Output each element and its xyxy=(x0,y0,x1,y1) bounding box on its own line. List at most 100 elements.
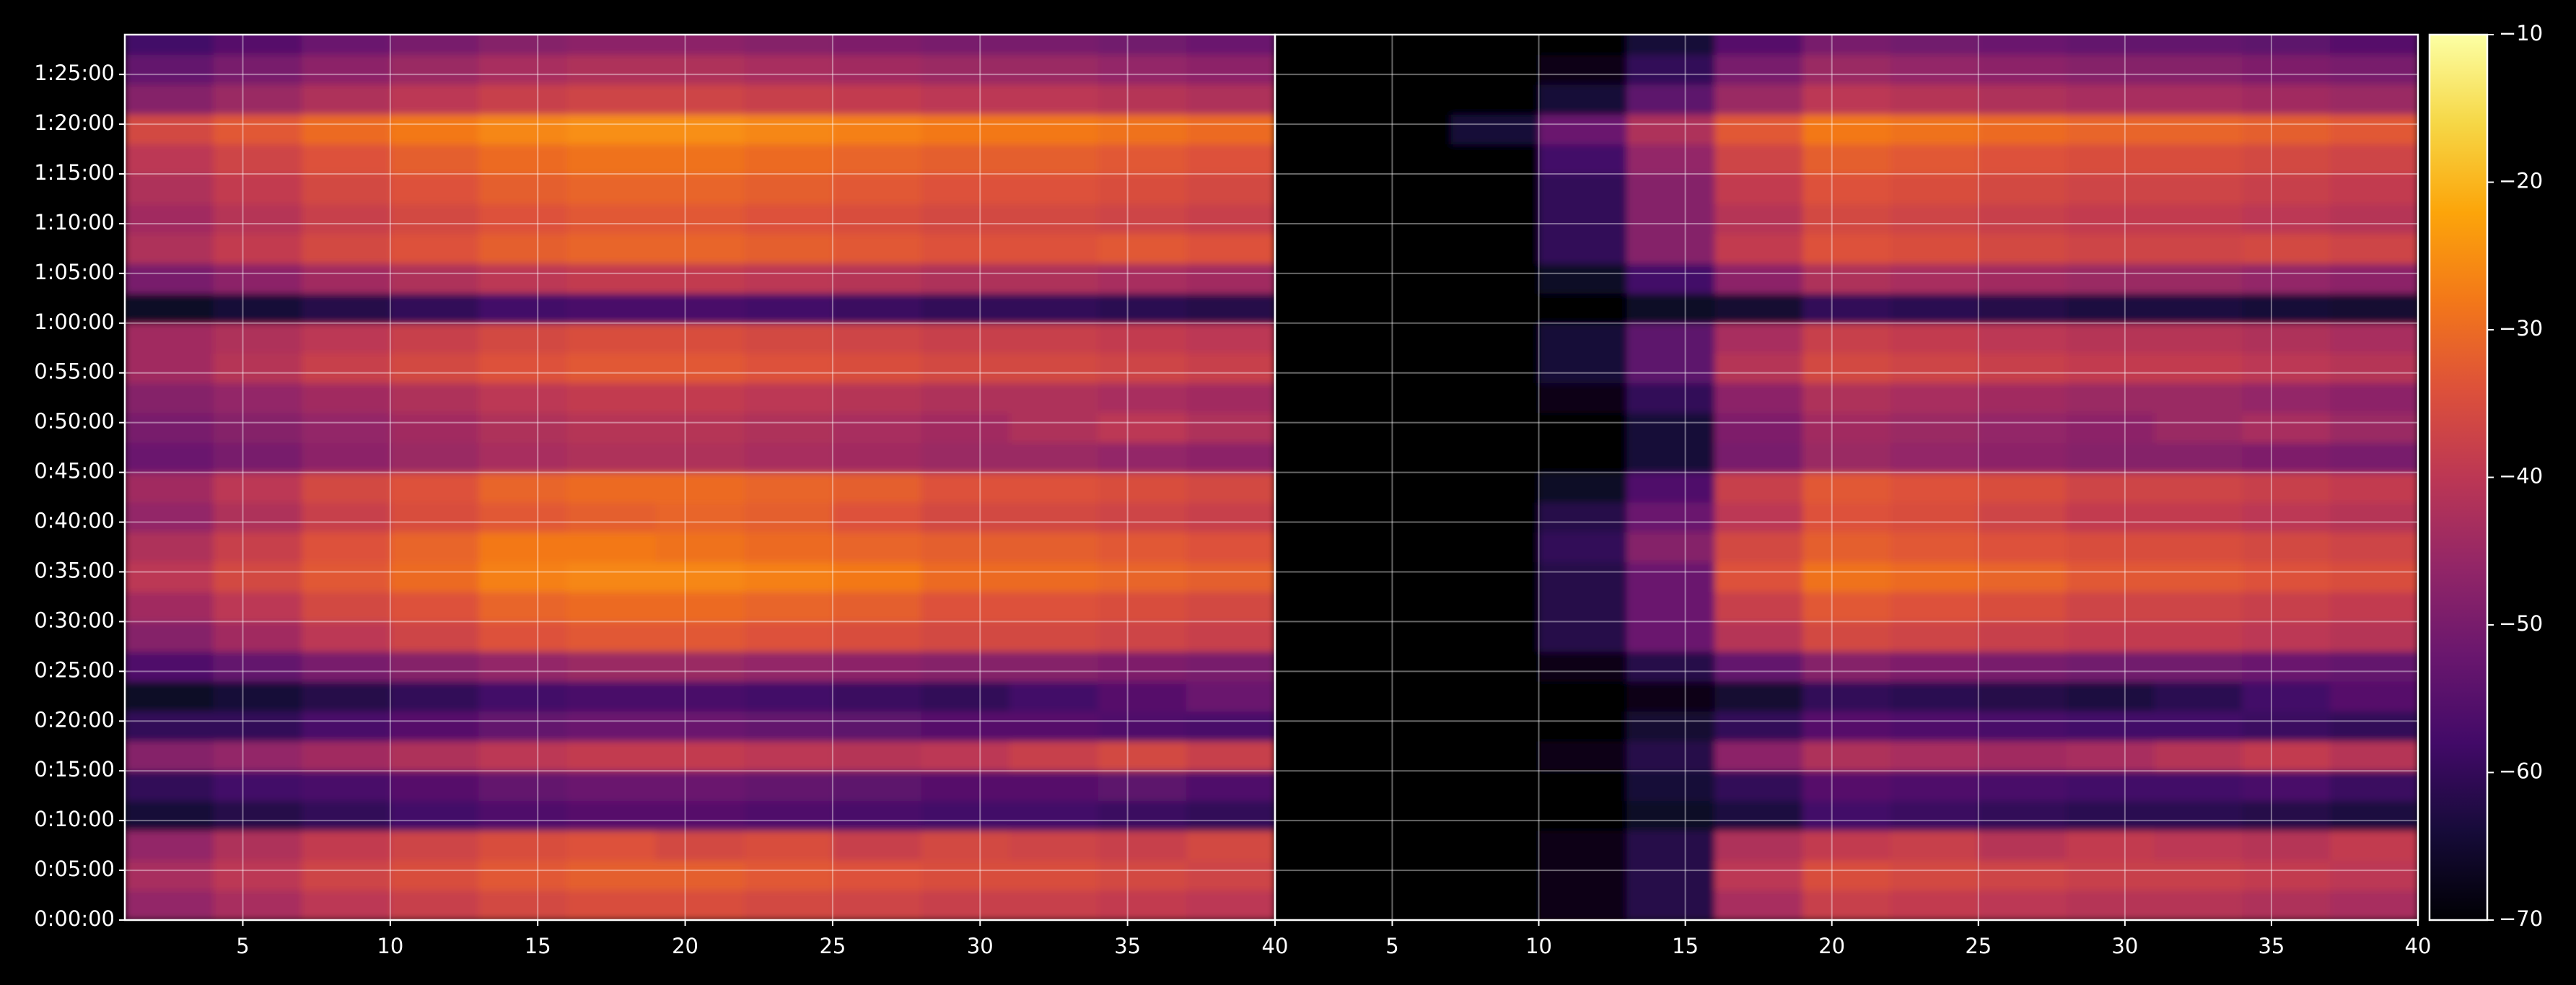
heatmap-cell xyxy=(1626,442,1715,473)
heatmap-cell xyxy=(1186,412,1275,443)
heatmap-cell xyxy=(655,561,745,592)
heatmap-cell xyxy=(832,35,922,56)
x-tick-label: 10 xyxy=(377,934,403,958)
heatmap-cell xyxy=(213,860,302,891)
heatmap-cell xyxy=(744,771,833,802)
heatmap-cell xyxy=(832,174,922,204)
heatmap-cell xyxy=(390,114,479,145)
heatmap-cell xyxy=(302,860,391,891)
heatmap-cell xyxy=(832,323,922,354)
heatmap-cell xyxy=(2066,114,2155,145)
heatmap-cell xyxy=(1450,412,1540,443)
heatmap-cell xyxy=(567,203,657,235)
heatmap-cell xyxy=(1978,353,2067,384)
heatmap-cell xyxy=(567,651,657,682)
heatmap-cell xyxy=(2154,353,2243,384)
heatmap-cell xyxy=(1890,35,1979,56)
heatmap-cell xyxy=(744,233,833,264)
heatmap-cell xyxy=(1626,293,1715,324)
heatmap-cell xyxy=(1098,771,1187,802)
x-tick-label: 30 xyxy=(2111,934,2138,958)
heatmap-cell xyxy=(1098,711,1187,742)
heatmap-cell xyxy=(832,800,922,831)
heatmap-cell xyxy=(2154,711,2243,742)
heatmap-cell xyxy=(655,442,745,473)
heatmap-cell xyxy=(1890,532,1979,563)
heatmap-cell xyxy=(302,830,391,861)
heatmap-cell xyxy=(567,353,657,384)
colorbar-tick-label: −10 xyxy=(2499,21,2543,45)
heatmap-cell xyxy=(2154,35,2243,56)
heatmap-cell xyxy=(567,711,657,742)
heatmap-cell xyxy=(1978,203,2067,235)
heatmap-cell xyxy=(390,771,479,802)
heatmap-cell xyxy=(921,621,1010,652)
heatmap-cell xyxy=(1275,621,1364,652)
colorbar-tick-label: −40 xyxy=(2499,464,2543,489)
heatmap-cell xyxy=(1714,412,1803,443)
heatmap-cell xyxy=(213,830,302,861)
y-tick-label: 0:20:00 xyxy=(34,707,115,732)
heatmap-cell xyxy=(390,561,479,592)
heatmap-cell xyxy=(1890,681,1979,712)
heatmap-cell xyxy=(1714,502,1803,533)
heatmap-cell xyxy=(1275,174,1364,204)
heatmap-cell xyxy=(655,293,745,324)
heatmap-cell xyxy=(1186,681,1275,712)
heatmap-cell xyxy=(1098,144,1187,175)
heatmap-cell xyxy=(1362,711,1452,742)
heatmap-cell xyxy=(1802,35,1891,56)
heatmap-cell xyxy=(1626,651,1715,682)
heatmap-cell xyxy=(1538,681,1627,712)
heatmap-cell xyxy=(1098,174,1187,204)
colorbar-tick-label: −60 xyxy=(2499,759,2543,784)
heatmap-cell xyxy=(921,293,1010,324)
heatmap-cell xyxy=(567,323,657,354)
heatmap-cell xyxy=(302,592,391,622)
heatmap-cell xyxy=(2242,382,2331,413)
heatmap-cell xyxy=(2154,144,2243,175)
heatmap-cell xyxy=(744,263,833,294)
heatmap-cell xyxy=(1538,532,1627,563)
heatmap-cell xyxy=(1626,412,1715,443)
heatmap-cell xyxy=(1186,532,1275,563)
heatmap-cell xyxy=(2242,740,2331,771)
colorbar-tick-label: −30 xyxy=(2499,316,2543,341)
heatmap-cell xyxy=(1275,740,1364,771)
heatmap-cell xyxy=(1978,472,2067,503)
heatmap-cell xyxy=(125,144,214,175)
heatmap-cell xyxy=(655,233,745,264)
heatmap-cell xyxy=(1802,353,1891,384)
heatmap-cell xyxy=(655,711,745,742)
y-tick-label: 0:25:00 xyxy=(34,657,115,682)
heatmap-cell xyxy=(1802,263,1891,294)
heatmap-cell xyxy=(1275,711,1364,742)
heatmap-cell xyxy=(1978,592,2067,622)
heatmap-cell xyxy=(1362,412,1452,443)
heatmap-cell xyxy=(1978,830,2067,861)
heatmap-cell xyxy=(2330,412,2418,443)
heatmap-cell xyxy=(390,263,479,294)
heatmap-cell xyxy=(2330,35,2418,56)
heatmap-cell xyxy=(2242,472,2331,503)
heatmap-cell xyxy=(1275,771,1364,802)
heatmap-cell xyxy=(125,740,214,771)
heatmap-cell xyxy=(1009,174,1099,204)
heatmap-cell xyxy=(921,800,1010,831)
heatmap-cell xyxy=(1450,592,1540,622)
heatmap-cell xyxy=(744,114,833,145)
heatmap-cell xyxy=(1978,114,2067,145)
heatmap-cell xyxy=(1978,293,2067,324)
heatmap-cell xyxy=(1275,144,1364,175)
x-tick-label: 25 xyxy=(1965,934,1992,958)
heatmap-cell xyxy=(2066,860,2155,891)
heatmap-cell xyxy=(390,174,479,204)
heatmap-cell xyxy=(1626,84,1715,115)
heatmap-cell xyxy=(1978,233,2067,264)
heatmap-cell xyxy=(1538,263,1627,294)
heatmap-cell xyxy=(1275,353,1364,384)
heatmap-cell xyxy=(921,353,1010,384)
heatmap-cell xyxy=(1450,353,1540,384)
heatmap-cell xyxy=(2066,681,2155,712)
heatmap-cell xyxy=(1098,651,1187,682)
